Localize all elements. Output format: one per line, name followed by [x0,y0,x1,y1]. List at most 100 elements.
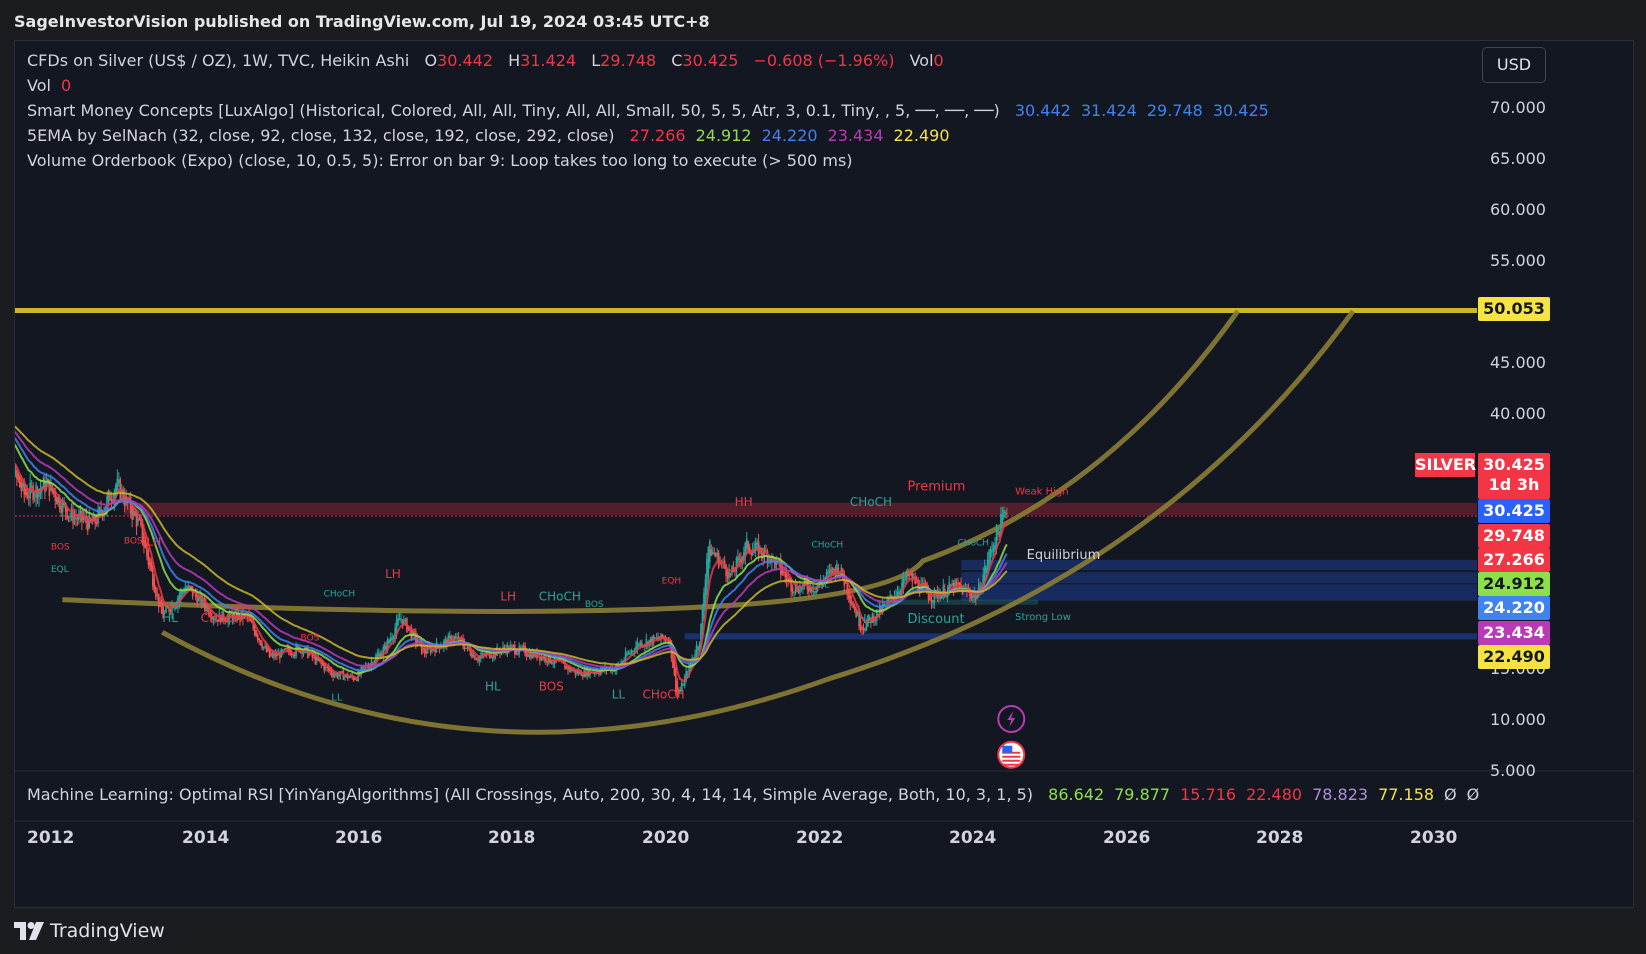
candle-body [974,594,977,601]
series-title[interactable]: CFDs on Silver (US$ / OZ), 1W, TVC, Heik… [27,51,410,70]
candle-body [672,650,674,668]
hl-label-2013: HL [162,611,178,625]
smc-value-0: 30.442 [1014,101,1071,120]
volume-indicator-label[interactable]: Vol [27,76,51,95]
candle-body [985,567,987,573]
ema-legend: 5EMA by SelNach (32, close, 92, close, 1… [27,126,960,146]
candle-body [812,590,815,592]
candle-body [15,469,17,476]
candle-body [1000,513,1002,536]
candle-body [701,605,704,636]
candle-body [639,641,642,646]
candle-body [831,567,834,573]
candle-body [852,603,854,609]
candle-body [420,640,423,655]
eql-label-2021: EQL [811,580,829,590]
candle-body [883,603,885,607]
candle-body [258,638,260,641]
lower-arc[interactable] [161,309,1356,735]
candle-body [116,478,119,492]
candle-body [293,653,296,657]
hh-label: HH [735,495,753,509]
candle-body [78,513,80,520]
candle-body [217,619,219,622]
candle-body [1001,514,1004,523]
candle-body [444,638,447,644]
candle-body [389,637,392,642]
candle-body [276,653,278,657]
osc-value-0: 86.642 [1048,785,1105,804]
candle-body [82,516,85,520]
candle-body [949,584,952,588]
candle-body [311,651,314,658]
lh-label-1: LH [385,567,401,581]
candle-body [849,595,852,604]
candle-body [472,654,475,657]
ema-value-0: 27.266 [629,126,686,145]
ema-value-1: 24.912 [695,126,752,145]
candle-body [941,593,943,599]
candle-body [788,578,791,581]
candle-body [887,598,890,601]
candle-body [392,636,395,640]
smc-indicator-title[interactable]: Smart Money Concepts [LuxAlgo] (Historic… [27,101,1000,120]
candle-body [844,581,847,584]
ema-indicator-title[interactable]: 5EMA by SelNach (32, close, 92, close, 1… [27,126,615,145]
vob-indicator-title[interactable]: Volume Orderbook (Expo) (close, 10, 0.5,… [27,151,853,170]
discount-label: Discount [908,612,965,627]
candle-body [197,596,200,602]
candle-body [255,630,258,637]
candle-body [415,631,417,644]
candle-body [521,647,523,649]
candle-body [545,657,547,662]
candle-body [355,679,358,681]
candle-body [187,585,190,590]
candle-body [862,629,865,631]
tradingview-logo[interactable]: TradingView [14,916,165,946]
candle-body [425,651,427,654]
candle-body [490,655,492,658]
candle-body [695,645,698,659]
equilibrium-label: Equilibrium [1027,548,1101,563]
candle-body [212,617,215,620]
candle-body [704,579,707,607]
candle-body [624,652,627,662]
candle-body [137,518,139,522]
candle-body [75,517,77,519]
candle-body [1004,512,1007,514]
candle-body [262,646,265,648]
candle-body [652,635,655,643]
candle-body [412,630,414,636]
candle-body [227,616,229,624]
candle-body [403,619,405,624]
candle-body [33,495,36,497]
candle-body [598,673,600,675]
candle-body [419,640,422,644]
candle-body [741,556,744,563]
oscillator-title[interactable]: Machine Learning: Optimal RSI [YinYangAl… [27,785,1034,804]
candle-body [933,588,936,603]
currency-button[interactable]: USD [1482,47,1546,83]
candle-body [73,516,76,519]
low-label: L [591,51,601,70]
candle-body [253,624,256,636]
candle-body [391,637,393,640]
candle-body [491,656,494,659]
candle-body [794,583,797,594]
time-tick-2022: 2022 [796,828,844,848]
time-tick-2030: 2030 [1410,828,1458,848]
candle-body [321,661,324,666]
candle-body [939,595,942,599]
candle-body [976,594,979,599]
candle-body [660,633,662,640]
choch-label-2019: CHoCH [642,688,684,702]
candle-body [336,674,339,678]
candle-body [24,488,27,495]
candle-body [119,478,122,500]
candle-body [273,653,275,658]
candle-body [268,648,271,658]
candle-body [153,578,156,593]
candle-body [141,519,144,543]
candle-body [666,639,668,641]
candle-body [410,628,413,640]
